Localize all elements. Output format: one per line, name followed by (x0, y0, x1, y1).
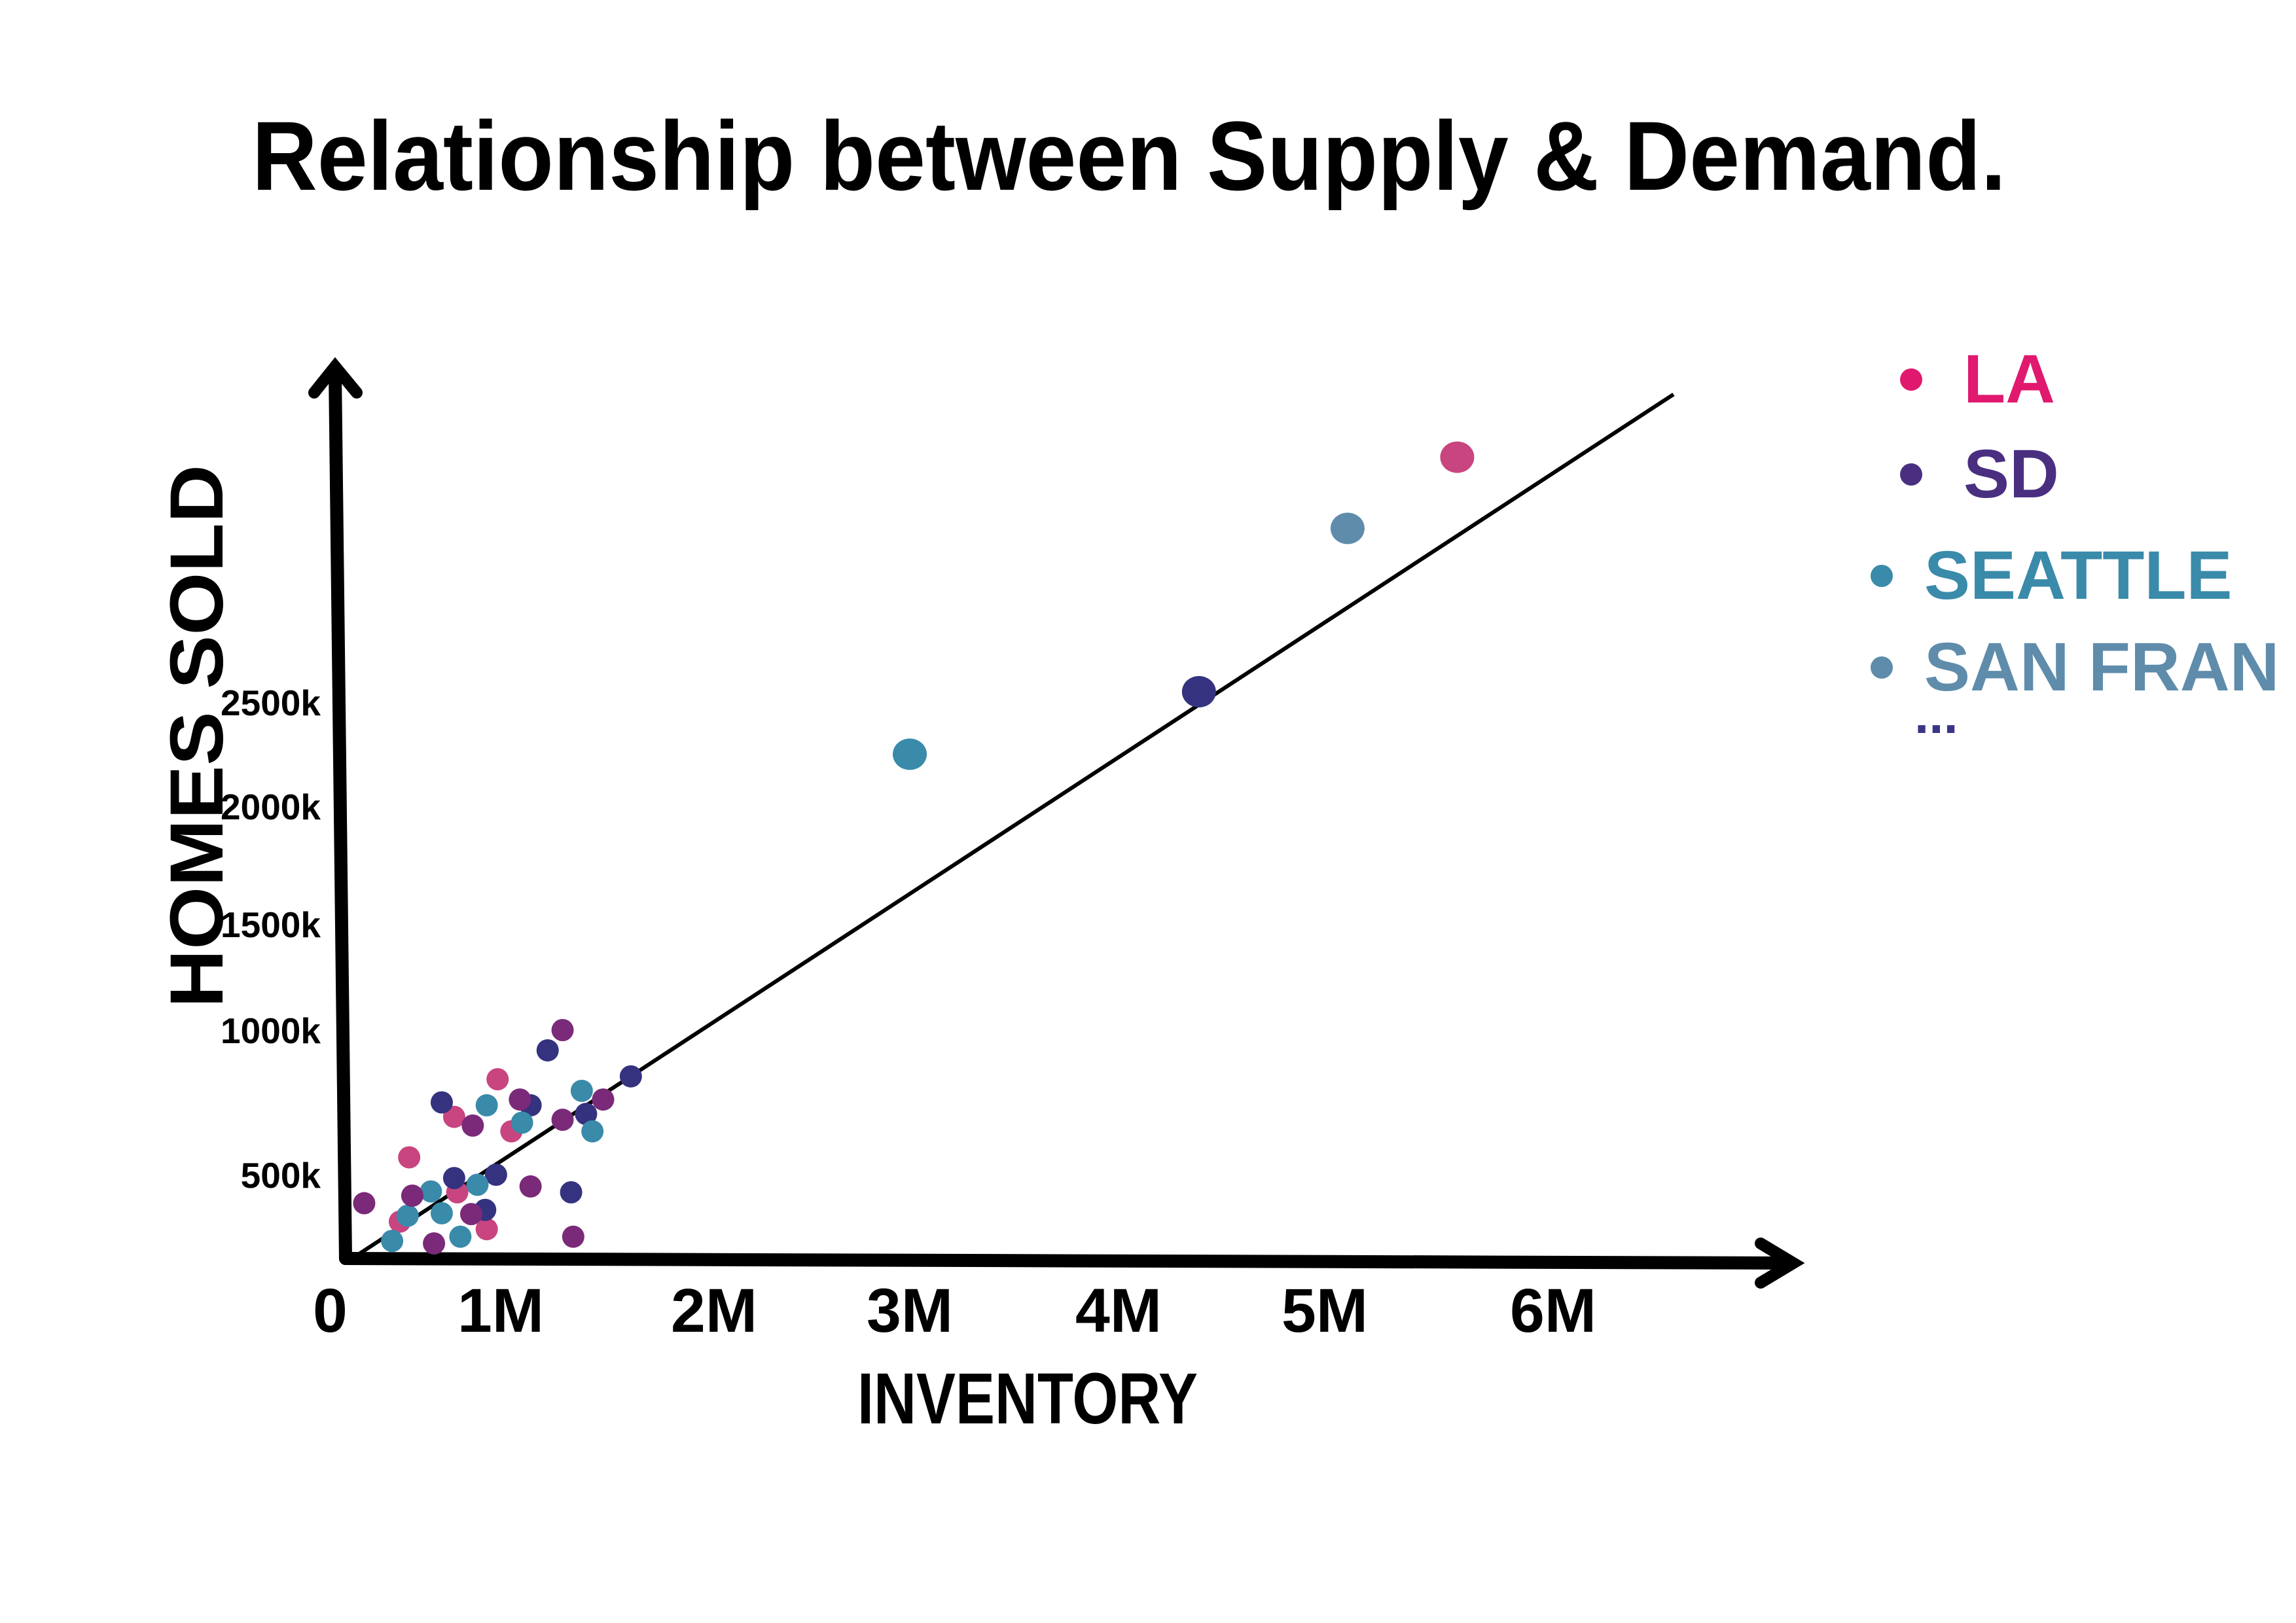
data-point (442, 1105, 465, 1128)
x-axis (339, 1252, 1793, 1270)
data-point (475, 1094, 498, 1116)
data-point (575, 1103, 598, 1126)
data-point (509, 1088, 531, 1111)
data-point (398, 1146, 421, 1169)
data-point (562, 1225, 584, 1248)
data-point (511, 1111, 533, 1134)
x-tick-label: 2M (671, 1276, 757, 1346)
data-point (1440, 441, 1475, 473)
x-axis-label: INVENTORY (857, 1359, 1198, 1439)
data-point (570, 1079, 593, 1102)
data-point (486, 1068, 509, 1091)
data-point (423, 1232, 446, 1255)
y-tick-label: 2500k (221, 683, 321, 723)
y-tick-label: 1500k (221, 904, 321, 945)
y-tick-label: 1000k (221, 1010, 321, 1051)
data-point (459, 1203, 482, 1226)
y-axis-arrow (308, 357, 363, 399)
legend-label: SD (1964, 436, 2059, 512)
data-point (1181, 676, 1216, 707)
data-point (461, 1114, 484, 1137)
data-point (449, 1225, 472, 1248)
data-point (420, 1180, 442, 1203)
data-point (430, 1091, 453, 1114)
data-point (396, 1204, 419, 1227)
x-axis-arrow (1755, 1238, 1805, 1289)
data-point (551, 1109, 574, 1132)
y-axis-label: HOMES SOLD (155, 465, 239, 1008)
legend-marker (1871, 656, 1893, 679)
axes (308, 357, 1805, 1289)
data-point (401, 1185, 423, 1207)
y-axis (329, 366, 352, 1265)
data-point (519, 1175, 542, 1198)
legend-label: SAN FRAN (1924, 629, 2279, 705)
y-tick-label: 500k (241, 1155, 321, 1196)
legend-label: SEATTLE (1924, 537, 2233, 614)
legend-label: LA (1964, 341, 2055, 418)
data-point (592, 1088, 615, 1111)
data-point (381, 1230, 404, 1253)
data-point (475, 1218, 498, 1241)
data-point (484, 1164, 507, 1186)
legend-label: ... (1914, 686, 1958, 744)
y-tick-label: 2000k (221, 787, 321, 827)
x-tick-label: 0 (313, 1276, 348, 1346)
data-point (1330, 512, 1365, 544)
legend: LA SD SEATTLE SAN FRAN... (1871, 341, 2279, 744)
data-point (560, 1181, 583, 1204)
data-point (551, 1019, 574, 1041)
x-tick-label: 6M (1510, 1276, 1596, 1346)
x-tick-label: 3M (867, 1276, 953, 1346)
data-point (353, 1192, 376, 1215)
data-point (536, 1039, 559, 1061)
data-point (581, 1120, 604, 1143)
trend-line (351, 393, 1675, 1260)
legend-marker (1900, 368, 1922, 391)
x-tick-label: 1M (457, 1276, 544, 1346)
legend-marker (1871, 565, 1893, 587)
x-tick-label: 5M (1282, 1276, 1368, 1346)
legend-marker (1900, 463, 1922, 486)
data-point (466, 1173, 489, 1196)
chart-title: Relationship between Supply & Demand. (252, 101, 2006, 211)
data-point (430, 1202, 453, 1224)
data-point (619, 1065, 642, 1088)
x-tick-label: 4M (1075, 1276, 1162, 1346)
data-point (893, 738, 927, 770)
data-point (442, 1167, 465, 1190)
